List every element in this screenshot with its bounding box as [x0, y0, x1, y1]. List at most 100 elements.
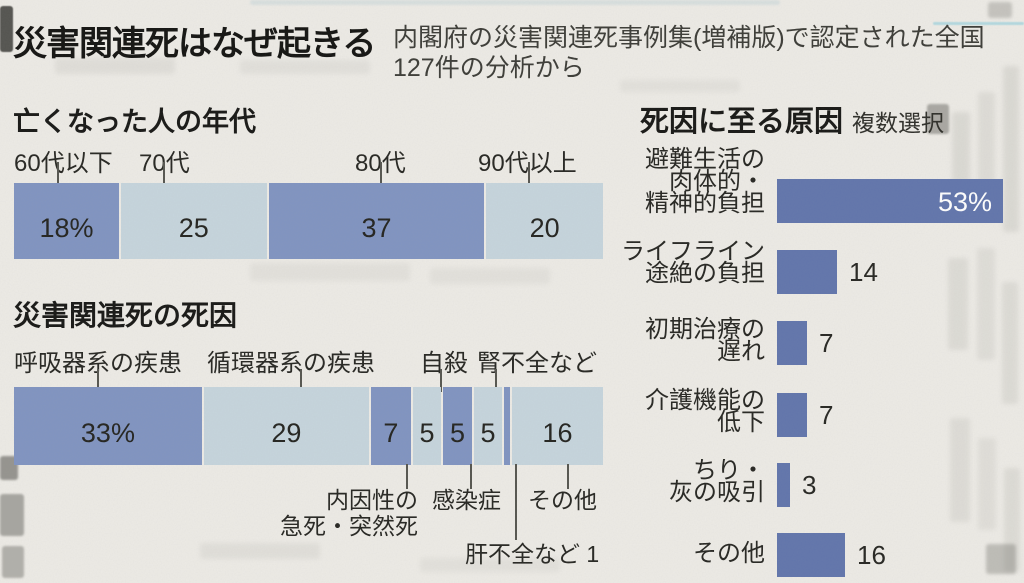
main-title: 災害関連死はなぜ起きる [13, 25, 376, 63]
reason-bar-value: 14 [849, 257, 878, 287]
print-bleed-artifact [950, 418, 970, 522]
print-bleed-artifact [0, 6, 13, 52]
age-category-label: 90代以上 [478, 150, 577, 177]
reason-label-line: 避難生活の [645, 146, 765, 173]
leader-tick [97, 369, 99, 392]
print-bleed-artifact [2, 546, 24, 578]
age-stacked-bar: 18% 25 37 20 [14, 183, 603, 259]
cause-callout-line: 急死・突然死 [280, 513, 418, 539]
print-bleed-artifact [978, 92, 995, 220]
reason-bar [777, 250, 837, 294]
print-bleed-artifact [430, 268, 550, 284]
leader-tick [406, 464, 408, 489]
print-bleed-artifact [1002, 282, 1018, 404]
cause-category-label: 腎不全など [477, 350, 597, 377]
cause-segment: 5 [473, 387, 503, 465]
reason-category-label: ちり・ 灰の吸引 [669, 457, 765, 506]
leader-tick [470, 464, 472, 489]
cause-callout-line: その他 [528, 487, 597, 513]
cause-segment [504, 387, 510, 465]
cause-segment: 5 [443, 387, 472, 465]
print-bleed-artifact [0, 494, 24, 536]
age-segment-value: 18% [39, 212, 94, 243]
reason-label-line: その他 [693, 540, 765, 567]
print-bleed-artifact [1003, 66, 1019, 232]
cause-segment: 33% [14, 387, 202, 465]
reason-bar [777, 463, 790, 507]
reason-label-line: 初期治療の [645, 316, 765, 343]
print-bleed-artifact [927, 104, 949, 134]
reason-label-line: 灰の吸引 [669, 479, 765, 506]
age-category-label: 60代以下 [14, 150, 113, 177]
reason-category-label: 介護機能の 低下 [645, 389, 765, 436]
print-bleed-artifact [1004, 468, 1020, 572]
age-segment-value: 37 [361, 212, 392, 243]
age-segment: 18% [14, 183, 119, 259]
reason-bar-value: 3 [802, 470, 817, 500]
reason-bar [777, 393, 807, 437]
leader-tick [380, 162, 382, 189]
reason-bar [777, 321, 807, 365]
cause-category-label: 循環器系の疾患 [207, 350, 375, 377]
print-bleed-artifact [200, 543, 320, 559]
cause-callout-line: 内因性の [326, 487, 418, 513]
age-segment-value: 25 [178, 212, 209, 243]
leader-tick [528, 162, 530, 189]
cause-segment-value: 29 [271, 417, 302, 448]
leader-tick [57, 162, 59, 189]
leader-tick [567, 464, 569, 489]
reason-label-line: 遅れ [717, 338, 765, 365]
multiple-selection-note: 複数選択 [852, 110, 945, 136]
reason-category-label: 初期治療の 遅れ [645, 316, 765, 365]
cause-segment-value: 7 [383, 417, 399, 448]
print-bleed-artifact [952, 112, 970, 196]
cause-stacked-bar: 33% 29 7 5 5 5 16 [14, 387, 603, 465]
leader-tick [515, 464, 517, 540]
reason-bar-value: 7 [819, 400, 834, 430]
print-bleed-artifact [977, 248, 995, 360]
age-chart-title: 亡くなった人の年代 [13, 107, 256, 137]
reason-label-line: 肉体的・ [669, 168, 765, 195]
reason-category-label: ライフライン 途絶の負担 [621, 238, 765, 287]
reason-category-label: その他 [693, 540, 765, 567]
cause-callout-label: 感染症 [432, 487, 501, 513]
reason-bar [777, 533, 845, 577]
cause-segment: 7 [370, 387, 411, 465]
reason-category-label: 避難生活の 肉体的・ 精神的負担 [645, 146, 765, 216]
cause-callout-label: 肝不全など 1 [465, 541, 600, 567]
age-segment: 37 [268, 183, 485, 259]
print-bleed-artifact [0, 456, 18, 480]
reason-label-line: ライフライン [621, 238, 765, 265]
print-bleed-artifact [986, 544, 1016, 574]
reason-chart-title-text: 死因に至る原因 [640, 106, 844, 138]
cause-callout-label: 内因性の 急死・突然死 [278, 487, 418, 539]
cause-segment-value: 5 [480, 417, 496, 448]
cause-callout-label: その他 [528, 487, 597, 513]
reason-label-line: ちり・ [693, 457, 765, 484]
print-bleed-artifact [250, 0, 780, 5]
source-note-line1: 内閣府の災害関連死事例集(増補版)で認定された全国 [393, 24, 985, 52]
cause-chart-title: 災害関連死の死因 [13, 300, 238, 331]
cause-segment-value: 5 [419, 417, 435, 448]
source-note-line2: 127件の分析から [393, 54, 585, 82]
source-note: 内閣府の災害関連死事例集(増補版)で認定された全国 127件の分析から [393, 23, 985, 83]
cause-segment-value: 5 [450, 417, 466, 448]
print-bleed-artifact [420, 558, 560, 572]
cause-category-label: 呼吸器系の疾患 [14, 350, 182, 377]
cause-segment: 5 [412, 387, 442, 465]
cause-segment-value: 33% [80, 417, 135, 448]
reason-label-line: 低下 [717, 409, 765, 436]
cause-callout-line: 感染症 [432, 487, 501, 513]
print-bleed-artifact [978, 438, 996, 530]
reason-label-line: 途絶の負担 [645, 260, 765, 287]
age-category-label: 80代 [355, 150, 406, 177]
leader-tick [495, 369, 497, 392]
age-segment-value: 20 [529, 212, 560, 243]
age-category-label: 70代 [139, 150, 190, 177]
print-bleed-artifact [250, 263, 410, 281]
reason-bar-value: 7 [819, 328, 834, 358]
